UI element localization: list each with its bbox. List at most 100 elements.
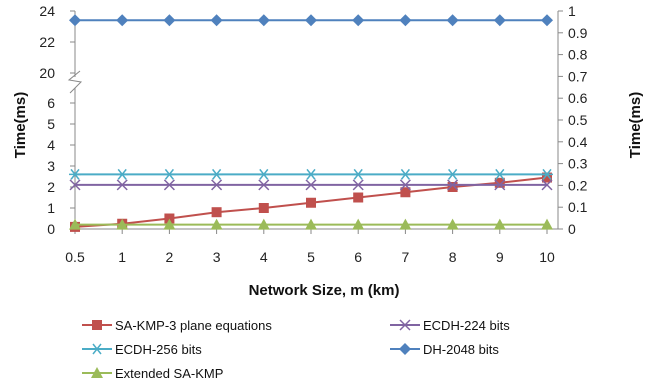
left-tick-label: 3 — [47, 158, 55, 174]
data-point — [493, 218, 506, 230]
legend-label: Extended SA-KMP — [115, 366, 223, 381]
data-point — [163, 14, 176, 27]
data-point — [541, 168, 553, 180]
data-point — [258, 203, 269, 213]
data-point — [400, 187, 411, 198]
left-tick-label: 24 — [39, 3, 55, 19]
data-point — [210, 218, 223, 230]
left-tick-label: 4 — [47, 137, 55, 153]
data-point — [542, 172, 552, 183]
right-tick-label: 0.1 — [568, 199, 588, 215]
data-point — [447, 182, 458, 192]
right-tick-label: 0.6 — [568, 90, 588, 106]
legend-label: ECDH-224 bits — [423, 318, 510, 333]
data-point — [69, 218, 81, 230]
data-point — [399, 179, 411, 191]
data-point — [69, 179, 81, 191]
right-axis-ticks: 0 0.1 0.2 0.3 0.4 0.5 0.6 0.7 0.8 0.9 1 — [558, 3, 588, 237]
data-point — [163, 179, 175, 191]
data-point — [352, 218, 365, 230]
x-tick-label: 7 — [402, 249, 410, 265]
x-tick-label: 10 — [539, 249, 555, 265]
legend-item: Extended SA-KMP — [82, 366, 223, 381]
data-point — [306, 197, 316, 208]
data-point — [352, 14, 365, 27]
left-tick-label: 0 — [47, 221, 55, 237]
data-point — [164, 213, 175, 224]
data-point — [116, 14, 129, 27]
x-axis-ticks: 0.5 1 2 3 4 5 6 7 8 9 10 — [65, 229, 555, 265]
data-point — [257, 218, 270, 230]
legend-item: ECDH-224 bits — [390, 318, 510, 333]
left-tick-label: 1 — [47, 200, 55, 216]
legend-swatch-marker — [91, 367, 103, 378]
data-point — [399, 218, 412, 230]
legend-swatch-marker — [399, 343, 411, 355]
data-point — [541, 218, 553, 230]
data-point — [305, 179, 317, 191]
right-tick-label: 0 — [568, 221, 576, 237]
axes — [67, 11, 559, 230]
x-tick-label: 8 — [449, 249, 457, 265]
axis-break-mark — [67, 70, 83, 94]
x-tick-label: 6 — [354, 249, 362, 265]
series-2 — [69, 168, 553, 180]
legend-label: SA-KMP-3 plane equations — [115, 318, 272, 333]
x-axis-title: Network Size, m (km) — [249, 282, 400, 299]
data-point — [211, 207, 222, 218]
data-point — [446, 168, 459, 180]
legend-item: DH-2048 bits — [390, 342, 499, 357]
data-point — [257, 168, 270, 180]
right-tick-label: 0.9 — [568, 25, 588, 41]
data-point — [163, 218, 176, 230]
data-point — [210, 14, 223, 27]
data-point — [257, 14, 270, 27]
right-tick-label: 0.8 — [568, 47, 588, 63]
data-point — [305, 218, 317, 230]
data-point — [352, 168, 365, 180]
data-point — [494, 177, 505, 188]
right-tick-label: 0.3 — [568, 156, 588, 172]
series-3 — [69, 14, 553, 27]
right-tick-label: 0.4 — [568, 134, 588, 150]
legend-swatch-marker — [399, 319, 411, 331]
data-point — [541, 179, 553, 191]
data-point — [447, 179, 459, 191]
data-point — [116, 168, 129, 180]
data-point — [116, 218, 129, 230]
series-layer — [69, 14, 553, 232]
left-tick-label: 2 — [47, 179, 55, 195]
data-point — [446, 14, 459, 27]
series-4 — [69, 218, 553, 230]
x-tick-label: 3 — [213, 249, 221, 265]
data-point — [494, 179, 506, 191]
y-axis-title-left: Time(ms) — [12, 92, 29, 158]
data-point — [493, 14, 506, 27]
left-axis-ticks: 0 1 2 3 4 5 6 20 22 24 — [39, 3, 75, 237]
right-tick-label: 1 — [568, 3, 576, 19]
x-tick-label: 9 — [496, 249, 504, 265]
data-point — [352, 179, 364, 191]
left-tick-label: 22 — [39, 34, 55, 50]
data-point — [163, 168, 176, 180]
data-point — [258, 179, 270, 191]
x-tick-label: 5 — [307, 249, 315, 265]
data-point — [210, 168, 223, 180]
legend-item: SA-KMP-3 plane equations — [82, 318, 272, 333]
data-point — [69, 168, 81, 180]
data-point — [69, 14, 81, 27]
legend: SA-KMP-3 plane equations ECDH-224 bits ECD… — [82, 318, 510, 381]
data-point — [399, 14, 412, 27]
legend-item: ECDH-256 bits — [82, 342, 202, 357]
legend-label: ECDH-256 bits — [115, 342, 202, 357]
right-tick-label: 0.2 — [568, 177, 588, 193]
x-tick-label: 2 — [166, 249, 174, 265]
data-point — [211, 179, 223, 191]
right-tick-label: 0.7 — [568, 68, 588, 84]
data-point — [446, 218, 459, 230]
x-tick-label: 4 — [260, 249, 268, 265]
data-point — [541, 14, 553, 27]
legend-label: DH-2048 bits — [423, 342, 499, 357]
data-point — [305, 14, 317, 27]
